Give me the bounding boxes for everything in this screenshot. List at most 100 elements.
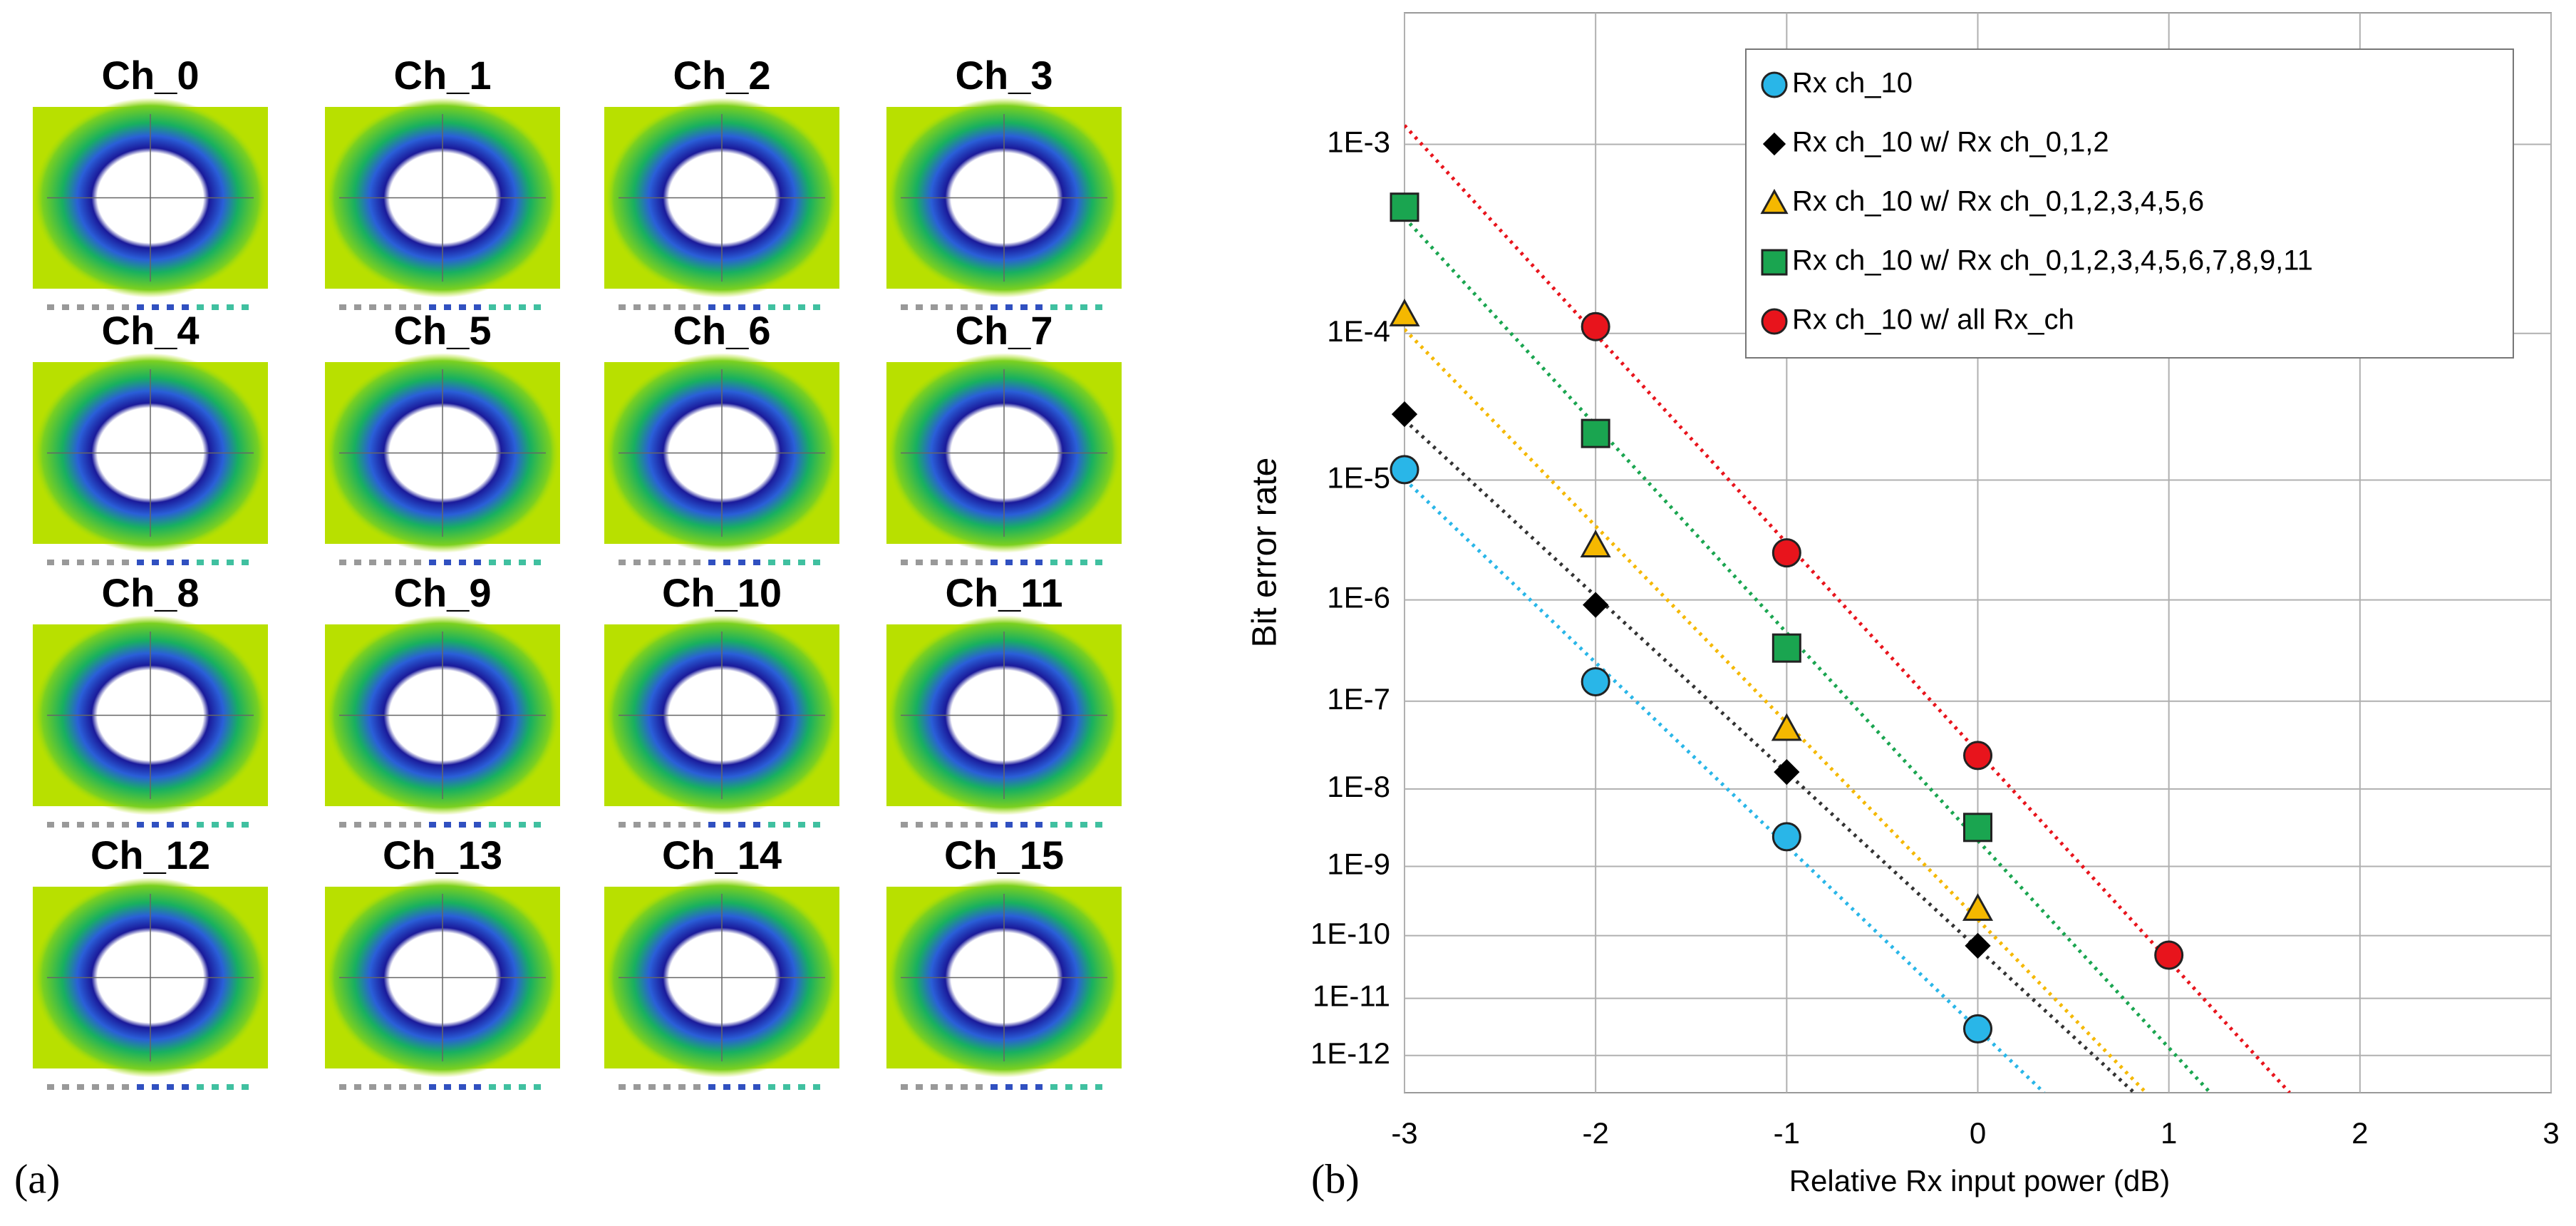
- colorbar-cell: [354, 822, 361, 828]
- colorbar-cell: [901, 304, 908, 310]
- colorbar-cell: [738, 304, 745, 310]
- legend-label: Rx ch_10 w/ all Rx_ch: [1792, 304, 2074, 336]
- colorbar-cell: [107, 560, 114, 565]
- colorbar-cell: [197, 304, 204, 310]
- colorbar-cell: [137, 1084, 144, 1090]
- marker: [1580, 530, 1611, 557]
- colorbar-cell: [92, 1084, 99, 1090]
- colorbar-cell: [798, 304, 805, 310]
- colorbar-cell: [167, 560, 174, 565]
- colorbar-cell: [182, 1084, 189, 1090]
- colorbar-cell: [429, 1084, 436, 1090]
- marker: [1583, 592, 1609, 618]
- colorbar-cell: [693, 822, 700, 828]
- colorbar-cell: [916, 304, 923, 310]
- colorbar-cell: [489, 1084, 496, 1090]
- colorbar-cell: [1005, 560, 1013, 565]
- colorbar-cell: [384, 1084, 391, 1090]
- colorbar-cell: [753, 822, 760, 828]
- eye-title: Ch_1: [394, 53, 492, 98]
- colorbar-cell: [708, 1084, 715, 1090]
- colorbar-cell: [519, 560, 526, 565]
- colorbar-cell: [931, 1084, 938, 1090]
- y-tick-label: 1E-3: [1327, 125, 1390, 159]
- trend-line: [1405, 478, 2046, 1093]
- colorbar-cell: [1080, 1084, 1087, 1090]
- colorbar-cell: [1080, 822, 1087, 828]
- colorbar-cell: [1050, 560, 1057, 565]
- colorbar-cell: [723, 560, 730, 565]
- colorbar-cell: [931, 822, 938, 828]
- eye-title: Ch_14: [662, 833, 782, 877]
- colorbar-cell: [227, 560, 234, 565]
- colorbar-cell: [414, 304, 421, 310]
- colorbar-cell: [798, 822, 805, 828]
- colorbar-cell: [648, 822, 656, 828]
- colorbar-cell: [519, 304, 526, 310]
- colorbar-cell: [92, 560, 99, 565]
- colorbar-cell: [399, 560, 406, 565]
- colorbar-cell: [753, 1084, 760, 1090]
- colorbar-cell: [663, 1084, 671, 1090]
- colorbar-cell: [122, 822, 129, 828]
- colorbar-cell: [47, 304, 54, 310]
- colorbar-cell: [197, 560, 204, 565]
- colorbar-cell: [768, 822, 775, 828]
- colorbar-cell: [459, 304, 466, 310]
- colorbar-cell: [212, 1084, 219, 1090]
- colorbar-cell: [990, 560, 998, 565]
- y-tick-label: 1E-12: [1310, 1036, 1390, 1070]
- marker: [1390, 192, 1419, 222]
- colorbar-cell: [931, 560, 938, 565]
- colorbar-cell: [354, 1084, 361, 1090]
- marker: [1771, 822, 1801, 852]
- legend-label: Rx ch_10: [1792, 68, 1913, 99]
- colorbar-cell: [534, 304, 541, 310]
- colorbar-cell: [339, 560, 346, 565]
- colorbar-cell: [354, 560, 361, 565]
- colorbar-cell: [798, 560, 805, 565]
- colorbar-cell: [384, 304, 391, 310]
- colorbar-cell: [459, 822, 466, 828]
- marker: [1761, 71, 1788, 98]
- colorbar-cell: [197, 1084, 204, 1090]
- colorbar-cell: [474, 560, 481, 565]
- panel-label: (a): [14, 1155, 60, 1202]
- colorbar-cell: [152, 304, 159, 310]
- colorbar-cell: [444, 822, 451, 828]
- colorbar-cell: [663, 304, 671, 310]
- panel-label: (b): [1311, 1155, 1360, 1202]
- colorbar-cell: [369, 1084, 376, 1090]
- colorbar-cell: [931, 304, 938, 310]
- y-tick-label: 1E-6: [1327, 581, 1390, 614]
- legend-label: Rx ch_10 w/ Rx ch_0,1,2,3,4,5,6,7,8,9,11: [1792, 245, 2313, 277]
- eye-title: Ch_0: [102, 53, 200, 98]
- colorbar-cell: [504, 822, 511, 828]
- colorbar-cell: [633, 822, 641, 828]
- colorbar-cell: [648, 1084, 656, 1090]
- colorbar-cell: [212, 304, 219, 310]
- eye-title: Ch_9: [394, 570, 492, 615]
- legend-label: Rx ch_10 w/ Rx ch_0,1,2,3,4,5,6: [1792, 186, 2204, 217]
- colorbar-cell: [489, 304, 496, 310]
- colorbar-cell: [182, 304, 189, 310]
- colorbar-cell: [738, 560, 745, 565]
- colorbar-cell: [92, 822, 99, 828]
- colorbar-cell: [961, 560, 968, 565]
- colorbar-cell: [414, 822, 421, 828]
- colorbar-cell: [399, 304, 406, 310]
- colorbar-cell: [1095, 304, 1102, 310]
- colorbar-cell: [369, 304, 376, 310]
- colorbar-cell: [137, 304, 144, 310]
- x-axis-label: Relative Rx input power (dB): [1789, 1164, 2171, 1197]
- colorbar-cell: [339, 1084, 346, 1090]
- colorbar-cell: [693, 1084, 700, 1090]
- colorbar-cell: [137, 822, 144, 828]
- y-axis-label: Bit error rate: [1246, 458, 1284, 648]
- colorbar-cell: [990, 1084, 998, 1090]
- colorbar-cell: [197, 822, 204, 828]
- x-tick-label: 1: [2161, 1116, 2177, 1150]
- x-tick-label: 0: [1970, 1116, 1986, 1150]
- marker: [1771, 633, 1801, 663]
- colorbar-cell: [474, 822, 481, 828]
